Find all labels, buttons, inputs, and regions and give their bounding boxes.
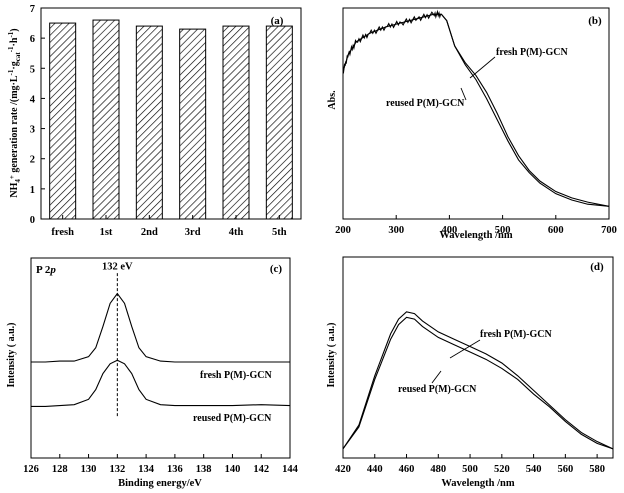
x-tick-label: 700 [601, 225, 617, 236]
x-tick-label: 4th [229, 227, 244, 238]
series-line-reused [31, 359, 291, 407]
panel-b-frame [342, 7, 610, 220]
x-tick-label: 420 [335, 464, 351, 475]
x-tick-label: 200 [335, 225, 351, 236]
panel-c-legend-fresh: fresh P(M)-GCN [200, 370, 273, 381]
x-tick-label: 142 [253, 464, 269, 475]
panel-a-frame [40, 7, 302, 220]
x-tick-label: 5th [272, 227, 287, 238]
panel-a-y-axis: 0 1 2 3 4 5 6 7 [30, 4, 45, 226]
x-tick-label: 460 [399, 464, 415, 475]
x-tick-label: 400 [442, 225, 458, 236]
panel-d-frame [342, 256, 614, 459]
bar-3rd [179, 28, 207, 220]
panel-b-x-axis: 200 300 400 500 600 700 [335, 215, 617, 236]
panel-b-lines [342, 9, 610, 207]
x-tick-label: 140 [225, 464, 241, 475]
x-tick-label: 2nd [141, 227, 158, 238]
x-tick-label: 132 [109, 464, 125, 475]
x-tick-label: 580 [589, 464, 605, 475]
panel-c-title: P 2p [36, 264, 56, 276]
y-tick-label: 0 [30, 215, 35, 226]
x-tick-label: 134 [138, 464, 155, 475]
bar-1st [92, 19, 120, 220]
panel-b-label: (b) [588, 15, 602, 27]
panel-b-y-axis-title: Abs. [327, 90, 338, 110]
panel-b: (b) 200 300 400 500 600 700 Abs. Wavelength /… [327, 7, 617, 241]
y-tick-label: 2 [30, 155, 35, 166]
y-tick-label: 3 [30, 125, 35, 136]
panel-b-legend-fresh-pointer [469, 56, 496, 79]
bar-5th [265, 25, 293, 220]
x-tick-label: 480 [430, 464, 446, 475]
panel-b-legend-fresh: fresh P(M)-GCN [496, 47, 569, 58]
panel-d-x-axis: 420 440 460 480 500 520 540 560 580 [335, 454, 605, 475]
x-tick-label: 440 [367, 464, 383, 475]
panel-c-frame [30, 257, 291, 459]
panel-d-legend-reused-pointer [431, 370, 442, 384]
x-tick-label: 540 [526, 464, 542, 475]
x-tick-label: 600 [548, 225, 564, 236]
panel-d-legend-fresh: fresh P(M)-GCN [480, 329, 553, 340]
panel-c-x-axis-title: Binding energy/eV [118, 478, 202, 489]
panel-a-bars [49, 19, 293, 220]
panel-a-x-axis: fresh 1st 2nd 3rd 4th 5th [51, 215, 287, 238]
panel-d-lines [342, 311, 614, 450]
x-tick-label: 3rd [185, 227, 201, 238]
y-tick-label: 1 [30, 185, 35, 196]
y-tick-label: 4 [30, 94, 36, 105]
bar-2nd [135, 25, 163, 220]
y-tick-label: 7 [30, 4, 35, 15]
panel-a-label: (a) [271, 15, 284, 27]
bar-fresh [49, 22, 77, 220]
x-tick-label: 560 [557, 464, 573, 475]
x-tick-label: 136 [167, 464, 183, 475]
panel-c: (c) P 2p 132 eV 126 128 130 132 134 136 138 140… [6, 257, 299, 489]
panel-b-legend-reused-pointer [460, 87, 467, 101]
x-tick-label: 138 [196, 464, 212, 475]
panel-b-legend-reused: reused P(M)-GCN [386, 98, 465, 109]
series-line-fresh [342, 311, 614, 450]
panel-c-legend-reused: reused P(M)-GCN [193, 413, 272, 424]
x-tick-label: 1st [100, 227, 113, 238]
panel-d-legend-fresh-pointer [449, 339, 481, 359]
x-tick-label: 300 [388, 225, 404, 236]
panel-b-x-axis-title: Wavelength /nm [439, 230, 512, 241]
panel-d-legend-reused: reused P(M)-GCN [398, 384, 477, 395]
x-tick-label: 144 [282, 464, 299, 475]
series-line-fresh [31, 292, 290, 363]
x-tick-label: 130 [81, 464, 97, 475]
y-tick-label: 5 [30, 64, 35, 75]
x-tick-label: 500 [495, 225, 511, 236]
x-tick-label: 500 [462, 464, 478, 475]
x-tick-label: fresh [51, 227, 74, 238]
x-tick-label: 128 [52, 464, 68, 475]
bar-4th [222, 25, 250, 220]
panel-c-peak-annotation: 132 eV [102, 262, 133, 273]
panel-d-y-axis-title: Intensity ( a.u.) [326, 322, 337, 387]
panel-c-lines [31, 292, 291, 407]
panel-d: (d) 420 440 460 480 500 520 540 560 580 Intensit… [326, 256, 614, 489]
panel-d-label: (d) [590, 261, 604, 273]
series-line-fresh [342, 9, 610, 207]
x-tick-label: 520 [494, 464, 510, 475]
panel-a-y-axis-title: NH4+ generation rate /(mg·L-1·gcat-1·h-1… [7, 28, 22, 197]
series-line-reused [342, 13, 610, 207]
panel-d-x-axis-title: Wavelength /nm [441, 478, 514, 489]
panel-c-y-axis-title: Intensity ( a.u.) [6, 322, 17, 387]
panel-a: (a) 0 1 2 3 4 5 6 7 fresh 1st 2nd 3rd 4th 5th NH4+ g… [7, 4, 302, 238]
y-tick-label: 6 [30, 34, 35, 45]
panel-c-x-axis: 126 128 130 132 134 136 138 140 142 144 [23, 454, 299, 475]
x-tick-label: 126 [23, 464, 39, 475]
series-line-reused [342, 316, 614, 450]
panel-c-label: (c) [270, 263, 283, 275]
